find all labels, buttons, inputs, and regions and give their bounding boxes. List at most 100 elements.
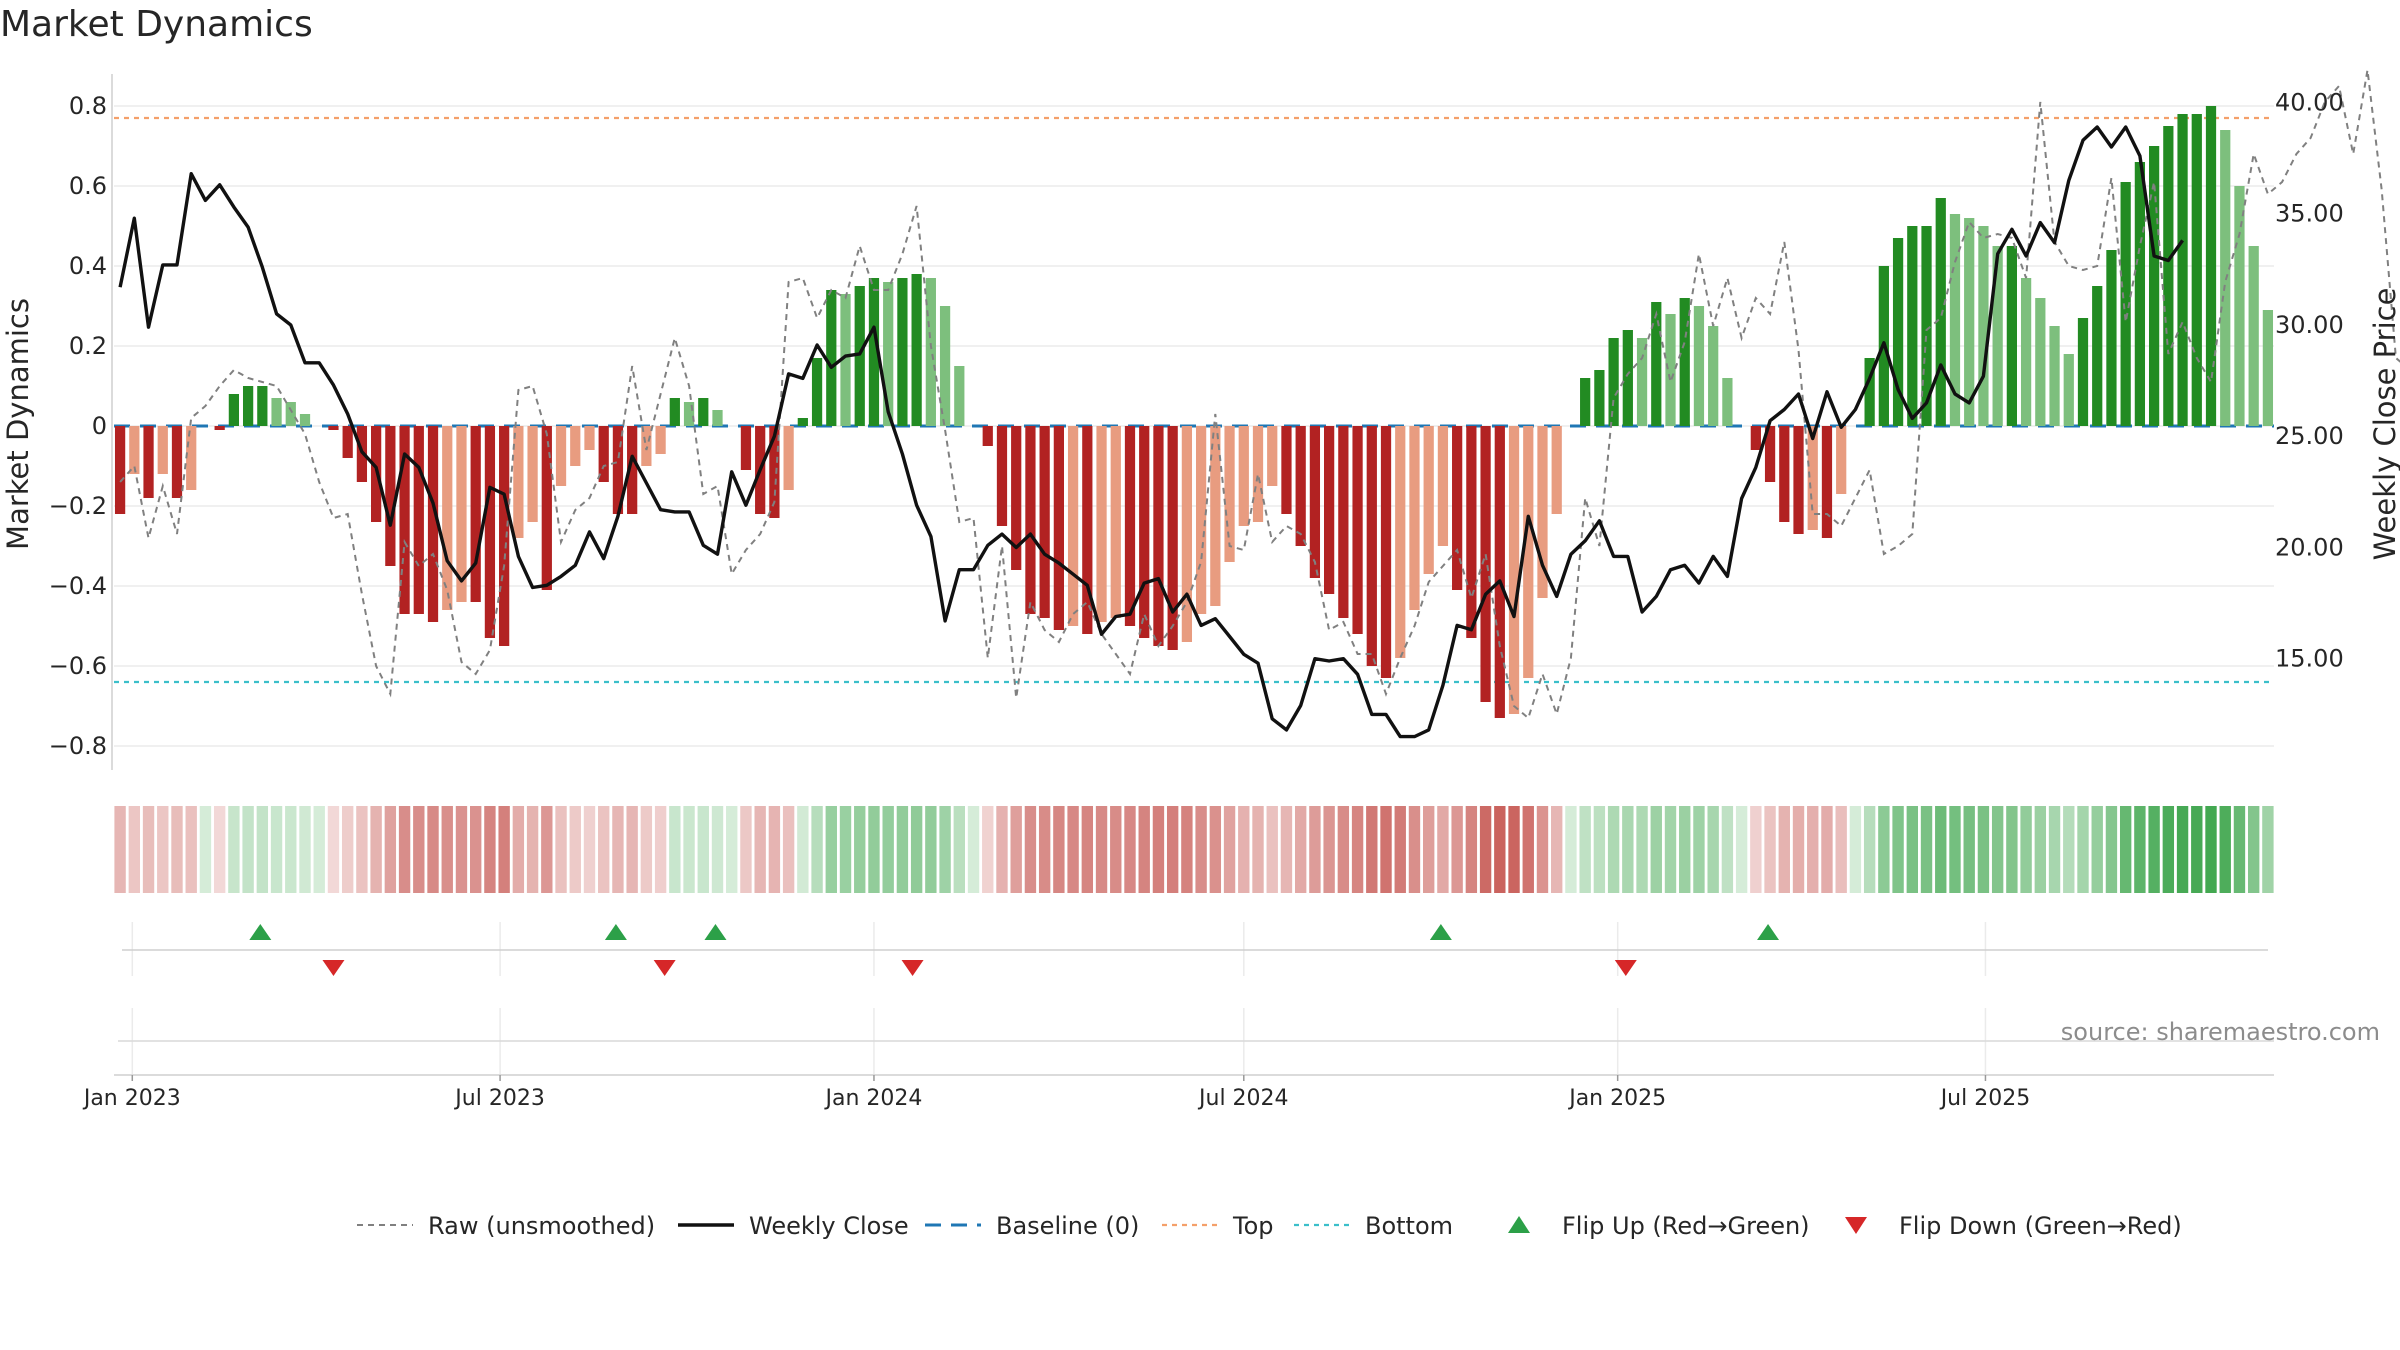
band-cell: [825, 806, 837, 893]
band-cell: [797, 806, 809, 893]
right-tick-label: 20.00: [2275, 533, 2344, 561]
dynamics-bar: [1636, 338, 1648, 426]
dynamics-bar: [442, 426, 453, 610]
dynamics-bar: [1907, 226, 1918, 426]
band-cell: [1679, 806, 1691, 893]
x-tick-label: Jul 2024: [1197, 1086, 1289, 1111]
band-cell: [1863, 806, 1876, 893]
band-cell: [313, 806, 325, 893]
dynamics-bar: [826, 290, 837, 426]
band-cell: [1081, 806, 1094, 893]
legend-label: Flip Down (Green→Red): [1899, 1212, 2182, 1240]
legend-item: Flip Down (Green→Red): [1845, 1212, 2182, 1240]
dynamics-bar: [1295, 426, 1306, 546]
band-cell: [669, 806, 681, 893]
x-tick-label: Jul 2025: [1939, 1086, 2031, 1111]
dynamics-bar: [996, 426, 1008, 526]
right-tick-label: 40.00: [2275, 88, 2344, 116]
band-cell: [427, 806, 439, 893]
dynamics-bar: [1608, 338, 1619, 426]
band-cell: [1935, 806, 1947, 893]
axes: 0.8 0.6 0.4 0.2 0 −0.2 −0.4 −0.6 −0.8 40.00 35.00 3…: [1, 74, 2400, 770]
band-cell: [896, 806, 909, 893]
dynamics-bar: [1053, 426, 1064, 630]
flip-down-marker: [901, 960, 924, 976]
x-tick-label: Jan 2023: [82, 1086, 181, 1111]
dynamics-band: [114, 806, 2274, 893]
band-cell: [1380, 806, 1392, 893]
dynamics-bar: [1537, 426, 1548, 598]
band-cell: [242, 806, 254, 893]
dynamics-bar: [257, 386, 268, 426]
band-cell: [1821, 806, 1833, 893]
dynamics-bar: [2134, 162, 2146, 426]
band-cell: [726, 806, 738, 893]
band-cell: [1351, 806, 1364, 893]
band-cell: [1963, 806, 1975, 893]
band-cell: [1309, 806, 1321, 893]
dynamics-bar: [1452, 426, 1463, 590]
dynamics-bar: [1892, 238, 1904, 426]
dynamics-bar: [698, 398, 709, 426]
dynamics-bar: [1096, 426, 1107, 622]
dynamics-bar: [1508, 426, 1520, 714]
band-cell: [299, 806, 311, 893]
legend-label: Raw (unsmoothed): [428, 1212, 655, 1240]
flip-up-marker: [249, 924, 272, 940]
band-cell: [711, 806, 724, 893]
dynamics-bar: [513, 426, 524, 538]
band-cell: [683, 806, 695, 893]
band-cell: [1266, 806, 1278, 893]
band-cell: [2091, 806, 2103, 893]
dynamics-bar: [427, 426, 439, 622]
band-cell: [740, 806, 752, 893]
left-tick-label: 0.6: [69, 172, 107, 200]
band-cell: [1892, 806, 1904, 893]
band-cell: [1408, 806, 1421, 893]
band-cell: [1536, 806, 1549, 893]
grid-lines: [114, 105, 2274, 747]
band-cell: [455, 806, 468, 893]
band-cell: [1294, 806, 1307, 893]
band-cell: [654, 806, 667, 893]
dynamics-bar: [797, 418, 808, 426]
band-cell: [1522, 806, 1534, 893]
band-cell: [1565, 806, 1577, 893]
dynamics-bar: [285, 402, 296, 426]
band-cell: [441, 806, 453, 893]
band-cell: [1792, 806, 1805, 893]
band-cell: [839, 806, 852, 893]
band-cell: [967, 806, 980, 893]
band-cell: [1465, 806, 1478, 893]
band-cell: [1807, 806, 1819, 893]
dynamics-bar: [1466, 426, 1477, 638]
dynamics-bar: [939, 306, 951, 426]
legend-item: Flip Up (Red→Green): [1508, 1212, 1810, 1240]
dynamics-bar: [143, 426, 154, 498]
band-cell: [2134, 806, 2146, 893]
band-cell: [1622, 806, 1634, 893]
dynamics-bar: [1309, 426, 1321, 578]
band-cell: [1920, 806, 1933, 893]
dynamics-bar: [1252, 426, 1264, 522]
raw-series: [119, 69, 2400, 720]
dynamics-bar: [1978, 226, 1989, 426]
dynamics-bar: [1594, 370, 1605, 426]
dynamics-bar: [271, 398, 282, 426]
right-axis-title: Weekly Close Price: [2368, 288, 2400, 561]
dynamics-bar: [2205, 106, 2217, 426]
band-cell: [114, 806, 126, 893]
dynamics-bar: [840, 294, 851, 426]
band-cell: [626, 806, 638, 893]
band-cell: [1906, 806, 1918, 893]
dynamics-bar: [584, 426, 595, 450]
dynamics-bar: [527, 426, 538, 522]
dynamics-bar: [1779, 426, 1790, 522]
legend-label: Flip Up (Red→Green): [1562, 1212, 1810, 1240]
band-cell: [555, 806, 567, 893]
dynamics-bar: [641, 426, 652, 466]
band-cell: [1835, 806, 1847, 893]
band-cell: [1778, 806, 1790, 893]
dynamics-bar: [1964, 218, 1975, 426]
empty-panel: [118, 1008, 2274, 1074]
